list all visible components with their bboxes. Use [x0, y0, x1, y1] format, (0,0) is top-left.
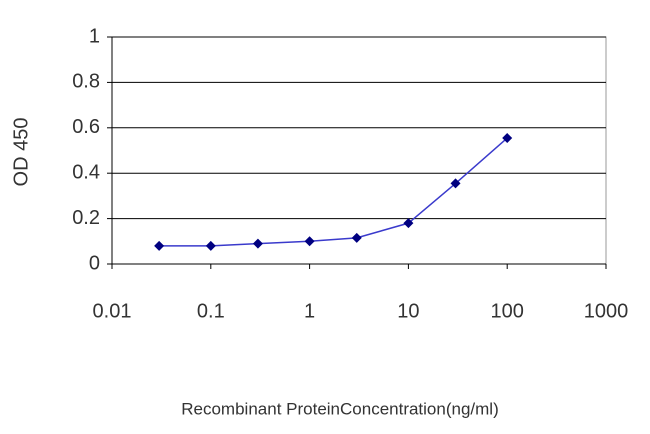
x-tick-label: 1000	[584, 300, 629, 322]
data-marker	[502, 133, 513, 144]
data-marker	[403, 218, 414, 229]
x-axis-label: Recombinant ProteinConcentration(ng/ml)	[181, 399, 499, 418]
data-line	[159, 137, 508, 247]
y-tick-label: 0	[89, 252, 100, 274]
data-marker	[450, 178, 461, 189]
data-marker	[205, 240, 216, 251]
y-tick-label: 0.4	[72, 161, 100, 183]
data-marker	[252, 238, 263, 249]
data-marker	[304, 236, 315, 247]
x-tick-label: 1	[304, 300, 315, 322]
y-tick-label: 0.6	[72, 116, 100, 138]
data-marker	[351, 232, 362, 243]
y-tick-label: 0.2	[72, 207, 100, 229]
plot-frame	[111, 36, 607, 265]
x-tick-label: 10	[397, 300, 419, 322]
x-tick-label: 100	[491, 300, 524, 322]
data-marker	[154, 240, 165, 251]
y-axis-label: OD 450	[10, 118, 32, 187]
y-tick-label: 1	[89, 25, 100, 47]
y-tick-label: 0.8	[72, 71, 100, 93]
x-tick-label: 0.1	[197, 300, 225, 322]
x-tick-label: 0.01	[93, 300, 132, 322]
